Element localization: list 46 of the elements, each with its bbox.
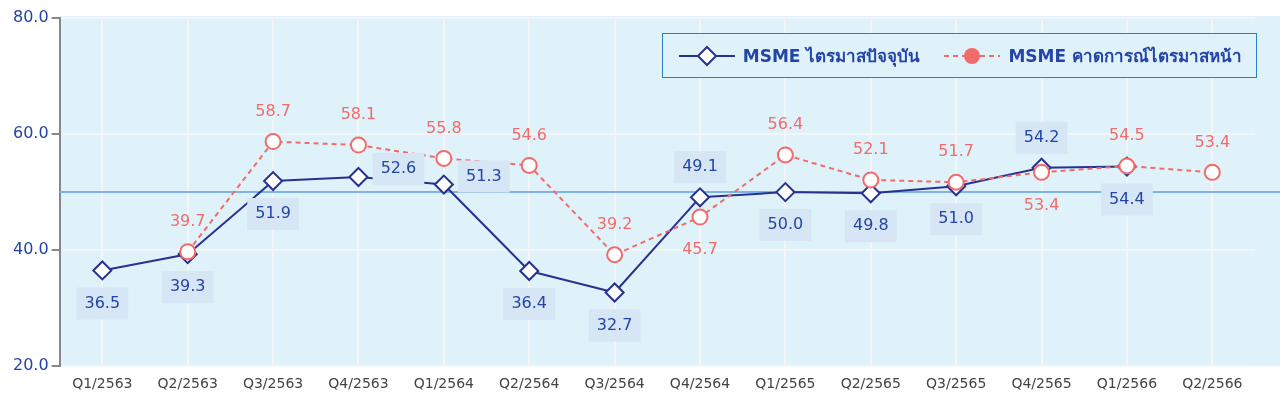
data-label: 36.4: [511, 293, 548, 313]
x-tick-label: Q2/2565: [840, 375, 901, 392]
data-label: 39.7: [169, 211, 206, 231]
y-tick-label: 60.0: [13, 123, 49, 143]
data-label: 36.5: [84, 292, 121, 312]
x-tick-label: Q2/2564: [499, 375, 560, 392]
data-label: 54.6: [511, 124, 548, 144]
x-tick-label: Q1/2564: [413, 375, 475, 392]
x-tick-label: Q2/2566: [1182, 375, 1243, 392]
legend-label: MSME ไตรมาสปัจจุบัน: [742, 45, 921, 69]
data-label: 45.7: [682, 239, 718, 259]
x-tick-label: Q2/2563: [157, 375, 218, 392]
data-label: 51.3: [466, 165, 502, 185]
x-tick-label: Q3/2564: [584, 375, 645, 392]
data-label: 51.9: [255, 203, 291, 223]
data-label: 55.8: [426, 117, 462, 137]
data-label: 39.3: [169, 276, 206, 296]
x-tick-label: Q4/2564: [669, 375, 731, 392]
data-label: 52.1: [852, 139, 889, 159]
data-label: 58.7: [255, 100, 291, 120]
y-tick-label: 40.0: [13, 239, 49, 259]
x-tick-label: Q4/2563: [328, 375, 389, 392]
x-tick-label: Q1/2566: [1096, 375, 1158, 392]
data-label: 54.2: [1023, 126, 1060, 146]
data-label: 50.0: [767, 214, 804, 234]
y-tick-label: 20.0: [13, 355, 49, 375]
data-label: 52.6: [380, 158, 417, 178]
x-tick-label: Q3/2565: [926, 375, 987, 392]
data-label: 54.4: [1109, 188, 1145, 208]
data-label: 49.8: [852, 215, 889, 235]
data-label: 56.4: [767, 114, 804, 134]
data-label: 49.1: [682, 156, 718, 176]
data-label: 39.2: [596, 213, 633, 233]
x-tick-label: Q3/2563: [242, 375, 304, 392]
x-tick-label: Q1/2563: [72, 375, 133, 392]
data-label: 58.1: [340, 104, 377, 124]
x-tick-label: Q1/2565: [755, 375, 816, 392]
data-label: 54.5: [1109, 125, 1145, 145]
legend-label: MSME คาดการณ์ไตรมาสหน้า: [1008, 45, 1242, 68]
data-label: 51.0: [938, 208, 974, 228]
data-label: 53.4: [1194, 131, 1231, 151]
data-label: 53.4: [1023, 194, 1060, 214]
data-label: 32.7: [596, 314, 633, 334]
x-tick-label: Q4/2565: [1011, 375, 1072, 392]
y-tick-label: 80.0: [13, 7, 49, 27]
data-label: 51.7: [938, 141, 974, 161]
